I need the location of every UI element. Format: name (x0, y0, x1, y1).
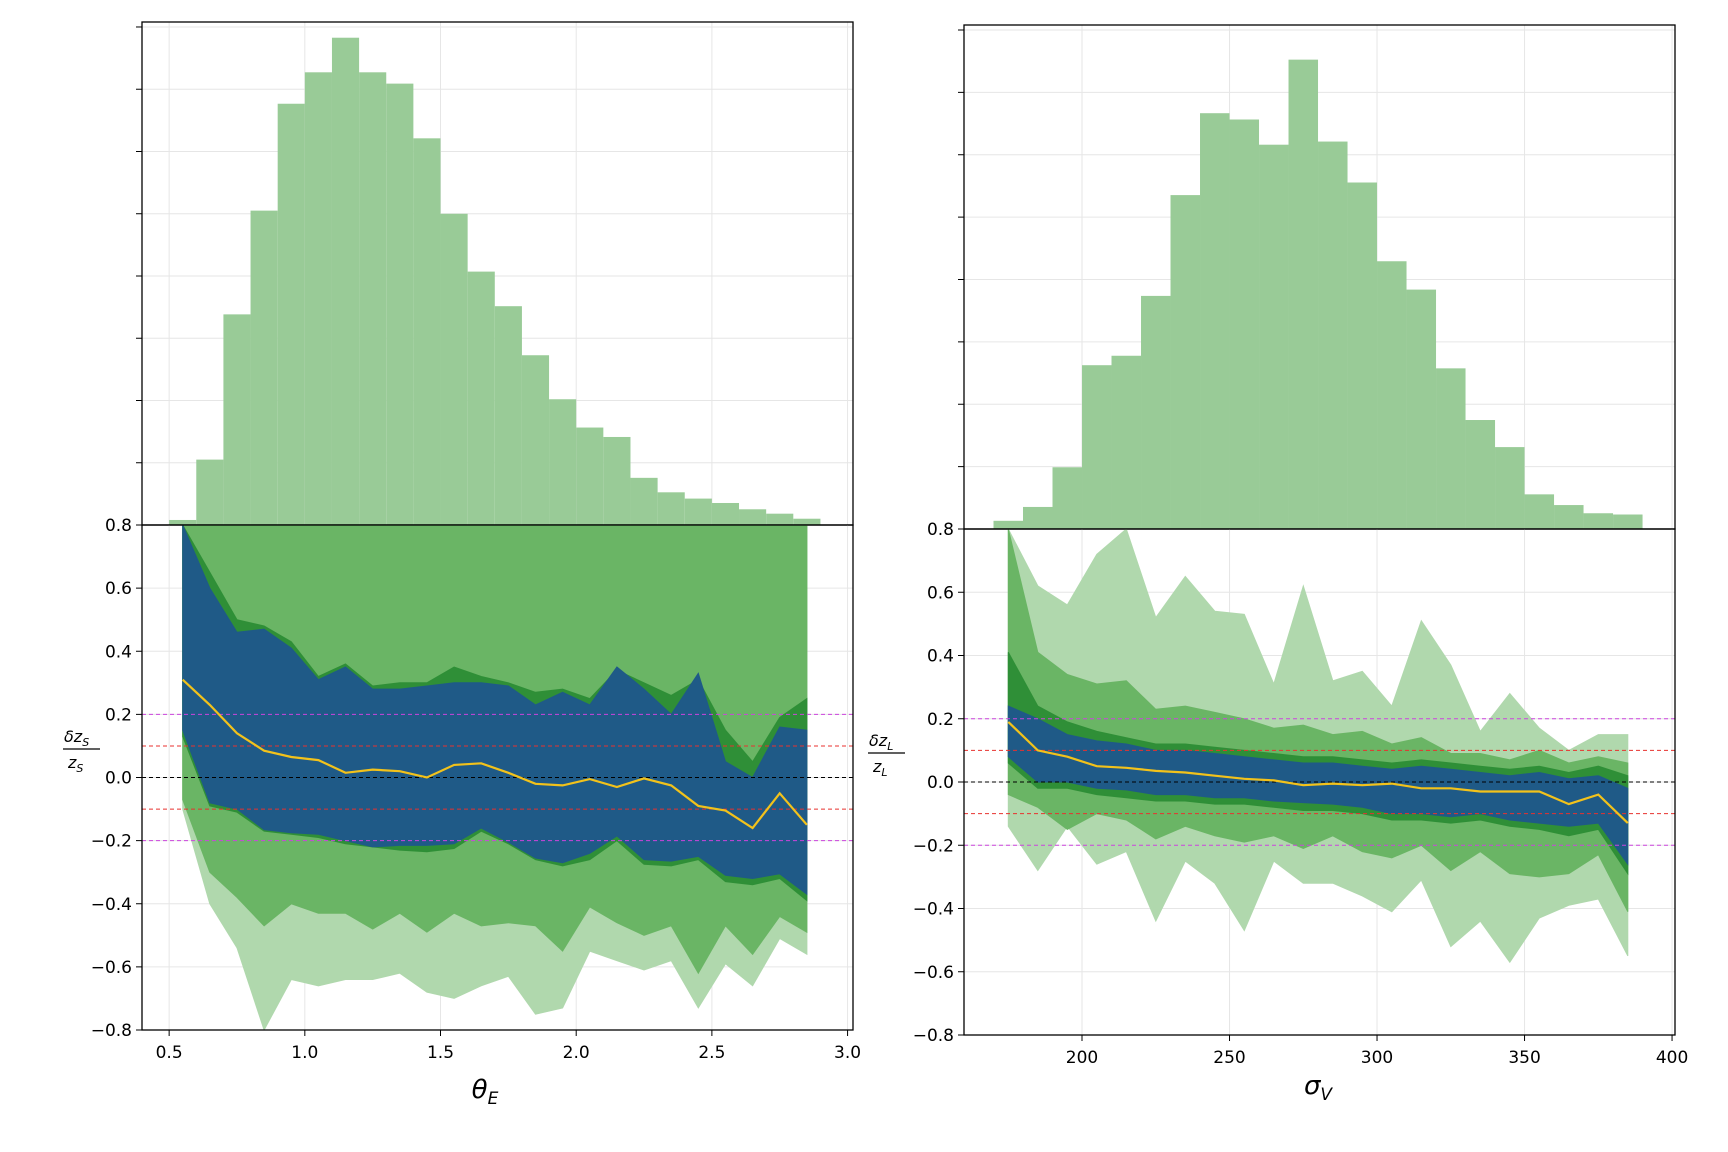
histogram-bar (386, 83, 414, 526)
histogram-bar (630, 477, 658, 525)
y-tick-label: 0.4 (105, 642, 132, 662)
histogram-bar (1141, 295, 1171, 529)
y-tick-label: 0.6 (927, 583, 954, 603)
left-histogram-panel (136, 21, 854, 526)
x-tick-label: 0.5 (156, 1043, 183, 1063)
svg-text:zS: zS (67, 753, 83, 775)
histogram-bar (1229, 119, 1260, 529)
svg-text:δzL: δzL (869, 731, 893, 753)
histogram-bar (169, 519, 197, 525)
y-tick-label: −0.8 (913, 1026, 954, 1046)
y-tick-label: 0.4 (927, 647, 954, 667)
left-ylabel: δzS zS (63, 727, 100, 775)
histogram-bar (1524, 494, 1555, 529)
y-tick-label: 0.0 (927, 773, 954, 793)
inner-band (182, 525, 808, 896)
y-tick-label: 0.2 (927, 710, 954, 730)
y-tick-label: −0.2 (913, 836, 954, 856)
right-band-panel: 200 250 300 350 400 −0.8 −0.6 −0.4 −0.2 0.0 0.2 0.4… (913, 520, 1689, 1068)
histogram-bar (793, 518, 821, 525)
x-tick-label: 2.5 (698, 1043, 725, 1063)
y-tick-label: 0.8 (105, 516, 132, 536)
histogram-bar (494, 306, 522, 525)
svg-text:δzS: δzS (64, 727, 89, 749)
x-tick-label: 350 (1508, 1048, 1540, 1068)
histogram-bar (1465, 420, 1496, 529)
histogram-bar (467, 271, 495, 525)
histogram-bar (1583, 513, 1614, 529)
histogram-bar (1082, 365, 1112, 529)
histogram-bar (1347, 182, 1378, 529)
histogram-bar (1495, 447, 1525, 529)
left-xlabel: θE (472, 1075, 499, 1109)
histogram-bar (250, 210, 278, 525)
histogram-bar (1052, 467, 1083, 529)
histogram-bar (1259, 144, 1289, 529)
histogram-bar (331, 37, 360, 525)
histogram-bar (739, 509, 767, 525)
histogram-bar (277, 103, 305, 526)
x-tick-label: 1.0 (291, 1043, 318, 1063)
x-tick-label: 300 (1361, 1048, 1393, 1068)
x-tick-label: 400 (1656, 1048, 1688, 1068)
y-tick-label: −0.8 (91, 1021, 132, 1041)
histogram-bar (1554, 505, 1584, 529)
histogram-bar (1288, 59, 1319, 530)
histogram-bar (603, 436, 631, 525)
histogram-bar (684, 498, 712, 525)
histogram-bar (1111, 355, 1142, 529)
histogram-bar (304, 72, 332, 526)
x-tick-label: 200 (1066, 1048, 1098, 1068)
y-tick-label: −0.4 (913, 900, 954, 920)
histogram-bar (440, 213, 468, 526)
histogram-bar (1377, 261, 1407, 529)
right-ylabel: δzL zL (868, 731, 905, 779)
y-tick-label: 0.8 (927, 520, 954, 540)
histogram-bar (1318, 141, 1348, 530)
histogram-bar (1436, 368, 1466, 529)
histogram-bar (1406, 289, 1437, 529)
histogram-bar (1200, 113, 1230, 529)
y-tick-label: −0.6 (91, 958, 132, 978)
histogram-bar (993, 520, 1024, 529)
y-tick-label: −0.2 (91, 832, 132, 852)
right-histogram-panel (958, 24, 1676, 530)
histogram-bar (657, 492, 685, 525)
histogram-bar (521, 355, 550, 525)
median-line (1007, 721, 1629, 824)
y-tick-label: −0.6 (913, 963, 954, 983)
histogram-bar (223, 314, 251, 525)
x-tick-label: 1.5 (427, 1043, 454, 1063)
median-line (181, 678, 808, 830)
x-tick-label: 250 (1213, 1048, 1245, 1068)
left-band-panel: 0.5 1.0 1.5 2.0 2.5 3.0 −0.8 −0.6 −0.4 −0.2 0.0 0.2… (91, 516, 861, 1063)
histogram-bar (1023, 506, 1053, 529)
histogram-bar (576, 427, 604, 525)
svg-text:zL: zL (872, 757, 888, 779)
x-tick-label: 2.0 (563, 1043, 590, 1063)
x-tick-label: 3.0 (834, 1043, 861, 1063)
histogram-bar (1613, 514, 1643, 529)
histogram-bar (549, 399, 577, 525)
histogram-bar (766, 513, 794, 525)
y-tick-label: 0.2 (105, 705, 132, 725)
histogram-bar (413, 138, 441, 525)
y-tick-label: 0.6 (105, 579, 132, 599)
histogram-bar (359, 72, 387, 526)
histogram-bar (196, 459, 224, 525)
y-tick-label: −0.4 (91, 895, 132, 915)
histogram-bar (1170, 195, 1201, 529)
y-tick-label: 0.0 (105, 769, 132, 789)
histogram-bar (711, 502, 740, 525)
right-xlabel: σV (1304, 1071, 1333, 1105)
